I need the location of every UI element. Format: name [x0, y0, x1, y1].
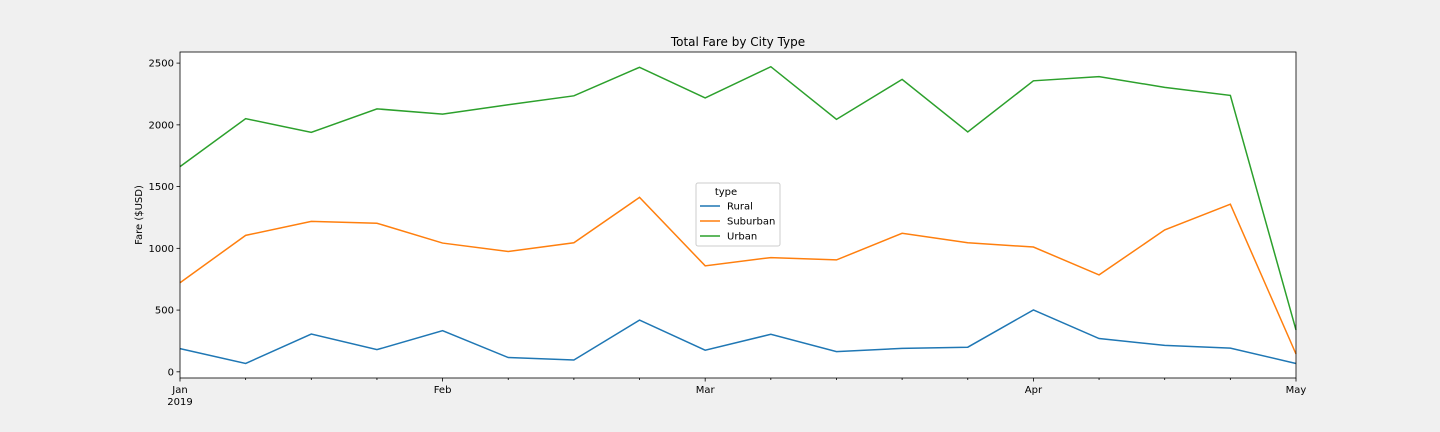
x-tick-label: Jan	[171, 385, 187, 396]
y-tick-label: 2500	[149, 59, 174, 70]
series-line-suburban	[179, 196, 1297, 355]
series-line-urban	[179, 65, 1297, 331]
y-tick-label: 1500	[149, 182, 174, 193]
legend-title: type	[715, 187, 737, 198]
plot-frame	[179, 51, 1297, 379]
x-tick-label: May	[1286, 385, 1307, 396]
series-lines	[179, 65, 1297, 365]
series-line-rural	[179, 309, 1297, 365]
y-tick-label: 0	[168, 367, 174, 378]
x-tick-sublabel: 2019	[167, 397, 192, 408]
x-tick-label: Feb	[434, 385, 452, 396]
legend-label-rural: Rural	[727, 202, 753, 213]
y-axis-label: Fare ($USD)	[134, 185, 145, 245]
legend-label-suburban: Suburban	[727, 217, 775, 228]
y-tick-label: 500	[155, 306, 174, 317]
legend-box	[695, 182, 781, 247]
x-tick-label: Mar	[696, 385, 716, 396]
chart-title: Total Fare by City Type	[670, 35, 805, 49]
y-tick-label: 2000	[149, 120, 174, 131]
y-axis-ticks: 0 500 1000 1500 2000 2500	[149, 59, 180, 378]
legend: type Rural Suburban Urban	[695, 182, 781, 247]
y-tick-label: 1000	[149, 244, 174, 255]
legend-label-urban: Urban	[727, 232, 757, 243]
x-tick-label: Apr	[1025, 385, 1043, 396]
